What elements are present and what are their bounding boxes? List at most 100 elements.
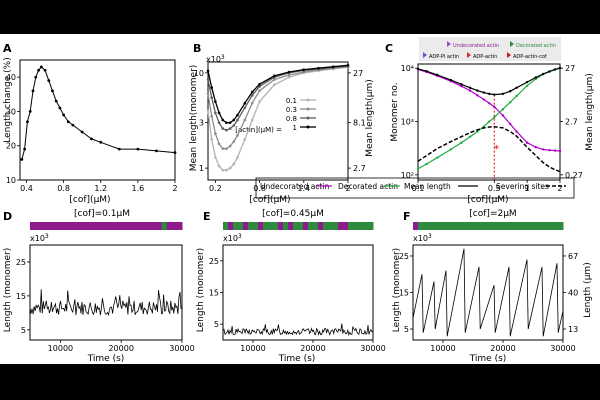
panel-b-data-point: [287, 73, 291, 77]
panel-f-decoration-segment: [533, 222, 539, 230]
panel-f-exponent: x103: [413, 233, 432, 243]
panel-b-xlabel: [cof](μM): [249, 195, 290, 205]
panel-c-data-point: [476, 130, 479, 133]
panel-f-ytick-right-label: 40: [568, 289, 578, 298]
panel-c-data-point: [460, 84, 463, 88]
panel-f-decoration-segment: [413, 222, 419, 230]
panel-a-data-point: [47, 79, 51, 82]
legend-decorated-label: Decorated actin: [338, 182, 398, 191]
panel-d-ytick-label: 5: [21, 326, 26, 335]
panel-c-data-point: [558, 149, 562, 153]
panel-c-data-point: [416, 67, 420, 71]
panel-b-data-point: [225, 128, 228, 132]
panel-c-data-point: [534, 76, 537, 79]
panel-e-decoration-segment: [348, 222, 354, 230]
panel-f-decoration-segment: [503, 222, 509, 230]
panel-e-decoration-segment: [363, 222, 369, 230]
panel-f-decoration-segment: [443, 222, 449, 230]
panel-d-decoration-segment: [80, 222, 87, 230]
panel-f-decoration-segment: [423, 222, 429, 230]
panel-e-decoration-segment: [273, 222, 279, 230]
panel-c-data-point: [501, 114, 505, 117]
panel-b-data-point: [331, 65, 335, 69]
panel-c-xtick-label: 0.1: [412, 184, 425, 193]
panel-a-data-point: [71, 123, 75, 127]
panel-e-decoration-segment: [278, 222, 284, 230]
panel-b-data-point: [221, 127, 225, 130]
panel-e-decoration-segment: [368, 222, 374, 230]
panel-c-legend-decorated: Decorated actin: [516, 43, 556, 49]
panel-b-data-point: [225, 121, 228, 124]
panel-b-data-point: [232, 124, 236, 127]
panel-b-legend-label: 0.1: [286, 97, 297, 105]
panel-a-data-point: [58, 106, 62, 110]
panel-e-decoration-segment: [243, 222, 249, 230]
panel-e-decoration-segment: [333, 222, 339, 230]
panel-e-decoration-segment: [248, 222, 254, 230]
panel-b-data-point: [228, 166, 232, 170]
panel-b-data-point: [273, 74, 276, 78]
panel-f-ylabel-right: Length (μm): [583, 262, 593, 317]
panel-b-legend-marker: [306, 98, 310, 102]
panel-f-decoration-segment: [538, 222, 544, 230]
panel-b-data-point: [217, 111, 221, 115]
panel-a-data-point: [20, 158, 24, 161]
panel-f-decoration-segment: [433, 222, 439, 230]
panel-a-data-point: [54, 99, 58, 103]
panel-b-data-point: [217, 164, 221, 168]
panel-f-decoration-segment: [508, 222, 514, 230]
panel-a-data-point: [23, 147, 27, 151]
panel-d-axes-frame: [29, 244, 183, 341]
panel-e-decoration-segment: [238, 222, 244, 230]
panel-d-decoration-segment: [156, 222, 163, 230]
panel-c-data-point: [553, 68, 557, 71]
panel-b-data-point: [250, 94, 254, 97]
panel-a-xtick-label: 2: [172, 184, 177, 193]
panel-e-trace-line: [222, 323, 373, 337]
panel-f-decoration-segment: [513, 222, 519, 230]
panel-d-decoration-segment: [95, 222, 102, 230]
panel-c-data-point: [558, 66, 562, 70]
panel-c-data-point: [525, 141, 529, 144]
panel-e-ylabel: Length (monomer): [196, 248, 206, 332]
panel-f-decoration-segment: [523, 222, 529, 230]
panel-c-ytick-right-label: 27: [565, 64, 575, 73]
panel-c-xtick-label: 2: [557, 184, 562, 193]
panel-d-decoration-segment: [85, 222, 92, 230]
panel-f-ylabel: Length (monomer): [392, 248, 402, 332]
panel-e-decoration-segment: [358, 222, 364, 230]
panel-d-decoration-segment: [40, 222, 46, 230]
panel-b-legend-label: 0.3: [286, 106, 297, 114]
panel-c-data-point: [468, 135, 472, 138]
panel-b-data-point: [250, 101, 254, 105]
panel-c-data-point: [548, 70, 551, 73]
panel-a-xtick-label: 0.8: [57, 184, 70, 193]
panel-f-ytick-right-label: 13: [568, 325, 578, 334]
undecorated-actin-arrow-icon: [447, 41, 451, 47]
panel-a-ytick-label: 10: [6, 176, 16, 185]
panel-b-series-line: [207, 66, 349, 171]
panel-b-data-point: [210, 86, 213, 89]
panel-b-ytick-right-label: 27: [353, 69, 363, 78]
panel-b-data-point: [243, 138, 247, 141]
adp-actin-arrow-icon: [467, 52, 471, 58]
panel-b-data-point: [302, 68, 306, 71]
panel-d-decoration-segment: [111, 222, 117, 230]
panel-f-ytick-label: 15: [399, 289, 409, 298]
panel-b-data-point: [210, 138, 213, 141]
panel-f-decoration-segment: [453, 222, 459, 230]
panel-b-ylabel-right: Mean length(μm): [365, 79, 375, 157]
panel-c-data-point: [493, 93, 496, 96]
panel-b-data-point: [236, 113, 239, 117]
panel-e-decoration-segment: [343, 222, 349, 230]
panel-f-decoration-segment: [448, 222, 454, 230]
panel-b-legend-label: 1: [293, 124, 297, 132]
panel-letter-d: D: [3, 210, 12, 223]
panel-b-data-point: [214, 100, 217, 103]
panel-d-decoration-segment: [60, 222, 66, 230]
panel-e-decoration-segment: [338, 222, 344, 230]
panel-c-data-point: [468, 89, 472, 92]
panel-f-trace-line: [412, 248, 564, 337]
panel-f-xtick-label: 30000: [550, 344, 575, 353]
